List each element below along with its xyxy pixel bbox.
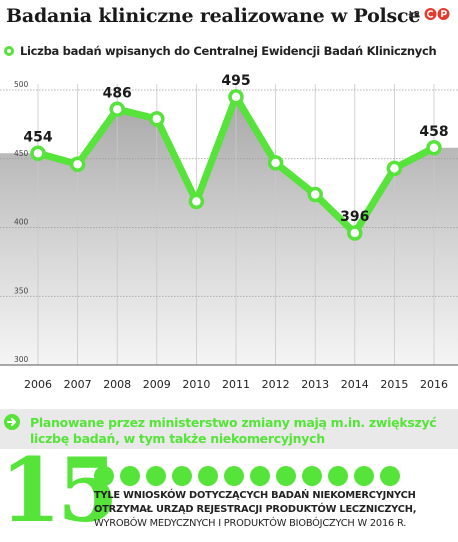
data-point xyxy=(267,155,284,171)
fact-dot xyxy=(328,466,348,486)
x-tick-label: 2007 xyxy=(64,378,92,391)
x-tick-label: 2008 xyxy=(103,378,131,391)
fact-number: 15 xyxy=(0,438,118,542)
data-point xyxy=(188,193,205,210)
x-tick-label: 2011 xyxy=(222,378,250,391)
fact-text-bold: Tyle wniosków dotyczących badań niekomer… xyxy=(94,490,417,515)
data-point xyxy=(386,160,403,177)
page-title: Badania kliniczne realizowane w Polsce xyxy=(6,5,421,27)
data-label: 495 xyxy=(221,73,250,89)
data-point xyxy=(426,140,442,156)
y-tick-label: 350 xyxy=(14,286,29,295)
publisher-brand: ŁR xyxy=(409,7,450,21)
x-tick-label: 2009 xyxy=(143,378,171,391)
data-point xyxy=(149,111,165,127)
fact-dots xyxy=(94,466,400,486)
y-tick-label: 500 xyxy=(14,80,29,89)
y-tick-label: 450 xyxy=(14,149,29,158)
line-chart: 500 450 400 350 300 2006 2007 2008 2009 2010 2011 2… xyxy=(0,73,458,391)
data-point xyxy=(228,89,244,105)
fact-dot xyxy=(380,466,400,486)
chart-legend: Liczba badań wpisanych do Centralnej Ewi… xyxy=(4,44,437,58)
fact-dot xyxy=(302,466,322,486)
x-tick-label: 2006 xyxy=(24,378,52,391)
fact-dot xyxy=(198,466,218,486)
fact-dot xyxy=(354,466,374,486)
x-tick-label: 2013 xyxy=(301,378,329,391)
legend-marker-icon xyxy=(4,46,14,56)
x-tick-label: 2015 xyxy=(380,378,408,391)
chart-area xyxy=(0,96,458,365)
fact-dot xyxy=(172,466,192,486)
data-point xyxy=(30,145,46,161)
fact-text: Tyle wniosków dotyczących badań niekomer… xyxy=(94,489,456,531)
x-tick-label: 2016 xyxy=(420,378,448,391)
data-point xyxy=(69,156,86,172)
data-label: 454 xyxy=(23,129,52,145)
x-tick-label: 2010 xyxy=(182,378,210,391)
data-label: 486 xyxy=(103,85,132,101)
data-label: 458 xyxy=(419,124,448,140)
y-tick-label: 400 xyxy=(14,218,29,227)
fact-dot xyxy=(276,466,296,486)
info-banner: Planowane przez ministerstwo zmiany mają… xyxy=(0,409,458,449)
fact-dot xyxy=(146,466,166,486)
fact-dot xyxy=(224,466,244,486)
fact-text-regular: Wyrobów Medycznych i Produktów Biobójczy… xyxy=(94,518,407,529)
data-label: 396 xyxy=(340,209,369,225)
legend-label: Liczba badań wpisanych do Centralnej Ewi… xyxy=(20,44,437,58)
data-point xyxy=(109,101,125,117)
data-point xyxy=(307,186,323,203)
x-tick-label: 2014 xyxy=(341,378,369,391)
author-initials: ŁR xyxy=(408,9,420,19)
data-point xyxy=(347,225,363,241)
y-tick-label: 300 xyxy=(14,355,29,364)
publisher-logo-icon xyxy=(424,8,450,20)
fact-dot xyxy=(250,466,270,486)
arrow-right-icon xyxy=(4,414,20,430)
fact-dot xyxy=(94,466,114,486)
banner-text: Planowane przez ministerstwo zmiany mają… xyxy=(30,415,437,446)
x-tick-label: 2012 xyxy=(262,378,290,391)
fact-dot xyxy=(120,466,140,486)
